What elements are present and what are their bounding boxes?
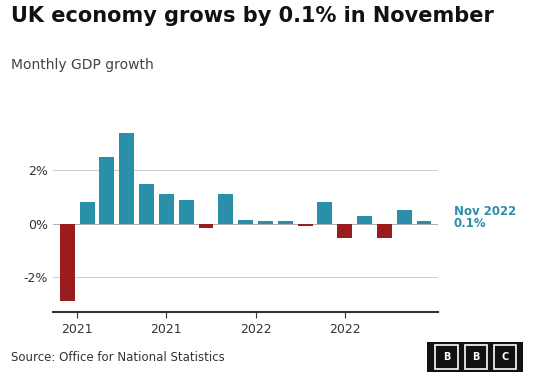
Bar (318, 202, 332, 224)
Bar (297, 224, 312, 226)
Text: B: B (443, 352, 450, 362)
Bar (60, 224, 75, 302)
FancyBboxPatch shape (435, 345, 458, 369)
Bar (417, 221, 431, 224)
Text: Nov 2022: Nov 2022 (454, 205, 516, 218)
Text: UK economy grows by 0.1% in November: UK economy grows by 0.1% in November (11, 6, 493, 26)
Bar (258, 221, 273, 224)
Bar (199, 224, 214, 228)
FancyBboxPatch shape (427, 342, 523, 372)
Bar (218, 194, 233, 224)
Bar (397, 210, 412, 224)
Bar (278, 221, 293, 224)
Text: 0.1%: 0.1% (454, 217, 486, 230)
Bar (238, 220, 253, 224)
Text: Source: Office for National Statistics: Source: Office for National Statistics (11, 351, 224, 364)
FancyBboxPatch shape (494, 345, 516, 369)
Bar (139, 183, 154, 224)
Bar (99, 157, 114, 224)
Bar (179, 200, 194, 224)
Text: Monthly GDP growth: Monthly GDP growth (11, 58, 153, 72)
Bar (119, 133, 134, 224)
Text: B: B (472, 352, 480, 362)
Text: C: C (501, 352, 509, 362)
Bar (159, 194, 174, 224)
Bar (357, 216, 372, 224)
Bar (80, 202, 95, 224)
FancyBboxPatch shape (465, 345, 487, 369)
Bar (337, 224, 352, 238)
Bar (377, 224, 392, 238)
